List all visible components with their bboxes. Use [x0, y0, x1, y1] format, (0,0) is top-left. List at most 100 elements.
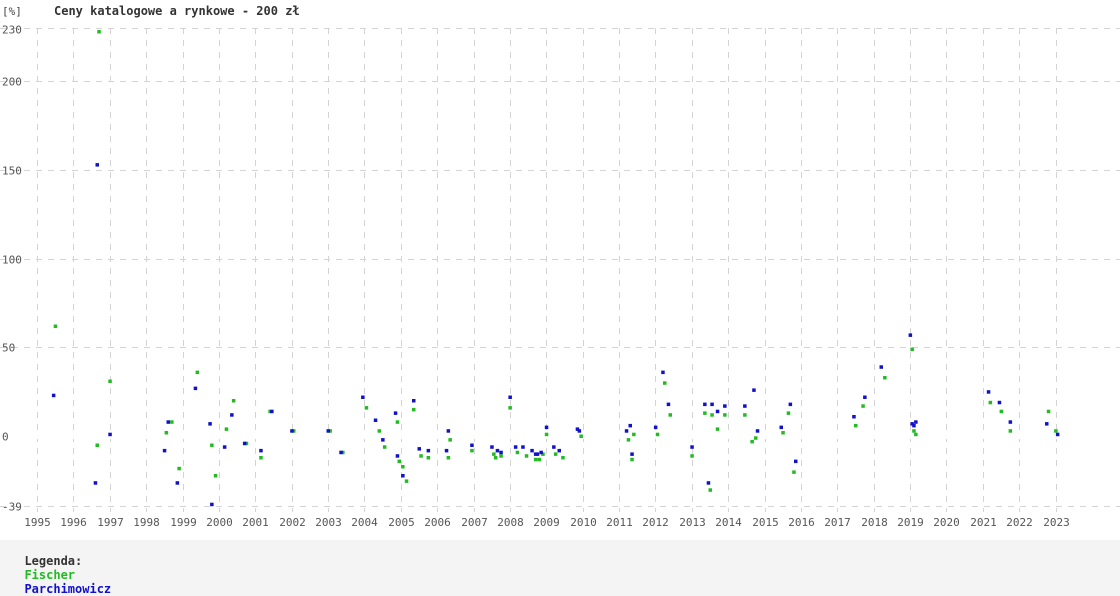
point-fischer — [553, 452, 558, 456]
point-parchimowicz — [533, 452, 538, 456]
point-fischer — [537, 457, 541, 462]
x-tick-label: 2016 — [788, 516, 815, 529]
x-tick-label: 2018 — [861, 516, 888, 529]
point-parchimowicz — [788, 402, 793, 407]
point-fischer — [792, 470, 796, 474]
point-parchimowicz — [1045, 422, 1049, 426]
x-tick-label: 2007 — [461, 516, 488, 529]
legend-label: Legenda: — [24, 554, 83, 568]
x-tick-label: 2014 — [715, 516, 742, 529]
point-fischer — [1054, 429, 1058, 433]
point-parchimowicz — [544, 425, 549, 430]
y-tick-label: 100 — [2, 254, 22, 267]
x-tick-label: 2006 — [424, 516, 451, 529]
point-fischer — [224, 427, 229, 431]
point-fischer — [663, 381, 667, 385]
point-parchimowicz — [997, 400, 1002, 405]
point-fischer — [579, 434, 583, 438]
point-fischer — [210, 443, 214, 447]
point-fischer — [743, 413, 747, 417]
point-fischer — [508, 406, 512, 410]
legend-item-parchimowicz: Parchimowicz — [24, 582, 112, 596]
point-parchimowicz — [499, 450, 503, 455]
point-fischer — [515, 450, 520, 455]
y-tick-label: -39 — [2, 501, 22, 514]
point-fischer — [492, 452, 496, 456]
point-parchimowicz — [193, 386, 198, 391]
point-fischer — [341, 450, 345, 455]
point-parchimowicz — [373, 418, 378, 422]
point-parchimowicz — [446, 429, 451, 433]
point-parchimowicz — [95, 163, 99, 167]
point-fischer — [426, 456, 431, 460]
point-parchimowicz — [630, 452, 634, 456]
point-parchimowicz — [326, 429, 330, 433]
point-fischer — [1008, 429, 1013, 433]
point-fischer — [781, 431, 785, 435]
point-fischer — [690, 454, 694, 458]
point-fischer — [412, 407, 416, 412]
x-tick-label: 2012 — [642, 516, 669, 529]
point-parchimowicz — [93, 481, 98, 485]
legend-item-fischer: Fischer — [24, 568, 76, 582]
point-fischer — [883, 376, 887, 380]
point-parchimowicz — [401, 474, 405, 478]
point-fischer — [541, 452, 545, 456]
x-tick-label: 2017 — [824, 516, 851, 529]
point-parchimowicz — [552, 445, 556, 449]
point-parchimowicz — [290, 429, 294, 433]
legend: Legenda: Fischer Parchimowicz — [10, 540, 111, 596]
y-tick-label: 230 — [2, 24, 22, 37]
point-parchimowicz — [910, 422, 914, 426]
point-fischer — [715, 427, 720, 431]
point-fischer — [97, 30, 101, 34]
point-fischer — [544, 432, 549, 437]
x-tick-label: 2019 — [897, 516, 924, 529]
point-parchimowicz — [710, 402, 714, 407]
point-fischer — [108, 379, 112, 383]
point-fischer — [524, 454, 529, 458]
point-fischer — [364, 406, 369, 410]
point-parchimowicz — [986, 390, 991, 394]
point-fischer — [561, 456, 565, 460]
point-fischer — [988, 400, 993, 405]
point-fischer — [854, 423, 858, 428]
point-fischer — [999, 409, 1004, 414]
point-fischer — [401, 465, 405, 469]
point-fischer — [499, 454, 503, 458]
x-tick-label: 2021 — [970, 516, 997, 529]
point-fischer — [377, 429, 381, 433]
point-parchimowicz — [381, 438, 385, 442]
point-fischer — [259, 456, 263, 460]
data-points — [51, 30, 1060, 507]
point-fischer — [861, 404, 865, 408]
point-parchimowicz — [361, 395, 365, 399]
point-fischer — [912, 429, 916, 433]
y-tick-label: 50 — [2, 342, 15, 355]
point-parchimowicz — [444, 448, 449, 453]
point-parchimowicz — [508, 395, 512, 399]
point-fischer — [292, 429, 296, 433]
point-parchimowicz — [624, 429, 629, 433]
point-parchimowicz — [661, 370, 665, 375]
x-tick-label: 2001 — [242, 516, 269, 529]
point-parchimowicz — [1055, 432, 1060, 437]
point-parchimowicz — [490, 445, 494, 449]
point-fischer — [95, 443, 99, 447]
point-fischer — [708, 488, 712, 492]
y-tick-label: 200 — [2, 76, 22, 89]
point-parchimowicz — [794, 459, 798, 464]
point-parchimowicz — [393, 411, 398, 415]
point-parchimowicz — [395, 454, 400, 458]
y-axis-label: [%] — [2, 5, 22, 18]
point-parchimowicz — [539, 450, 543, 455]
point-parchimowicz — [779, 425, 783, 430]
point-parchimowicz — [259, 448, 263, 453]
point-parchimowicz — [222, 445, 227, 449]
point-parchimowicz — [723, 404, 727, 408]
point-parchimowicz — [912, 423, 916, 428]
point-fischer — [268, 409, 272, 414]
x-tick-label: 2000 — [206, 516, 233, 529]
point-parchimowicz — [535, 452, 540, 456]
point-parchimowicz — [1008, 420, 1013, 424]
